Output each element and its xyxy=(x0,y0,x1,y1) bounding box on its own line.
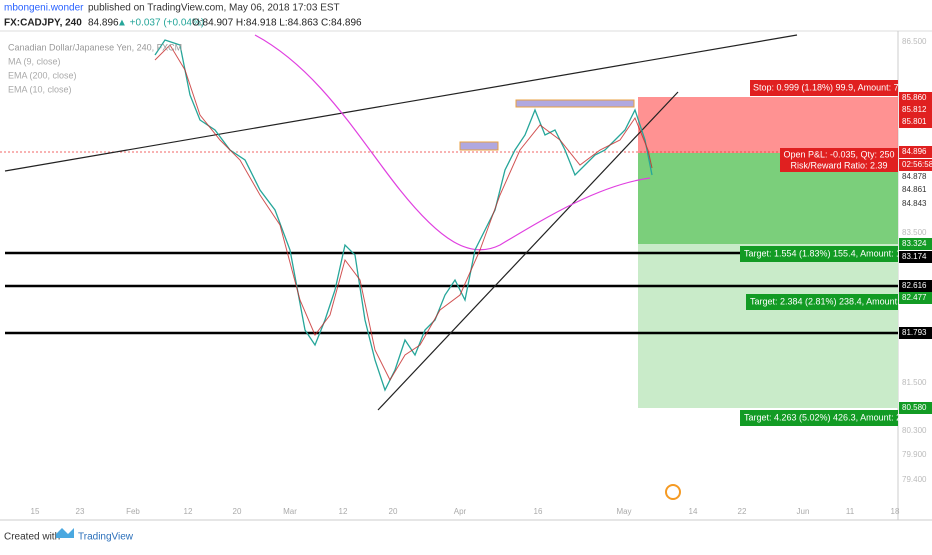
legend-item: Canadian Dollar/Japanese Yen, 240, FXCM xyxy=(8,42,182,52)
time-label: 15 xyxy=(31,507,40,516)
pnl-label-bg xyxy=(780,148,898,172)
time-label: 16 xyxy=(534,507,543,516)
price-label: 83.500 xyxy=(902,228,927,237)
price-label: 84.878 xyxy=(902,172,927,181)
price-label: 02:56:58 xyxy=(902,160,932,169)
published: published on TradingView.com, May 06, 20… xyxy=(88,3,340,14)
price-label-bg xyxy=(899,171,932,183)
time-label: Feb xyxy=(126,507,140,516)
price-label: 79.400 xyxy=(902,475,927,484)
time-label: 12 xyxy=(184,507,193,516)
target-label: Target: 4.263 (5.02%) 426.3, Amount: 2 xyxy=(744,412,901,422)
price-label-bg xyxy=(899,251,932,263)
price-label-bg xyxy=(899,238,932,250)
time-label: Mar xyxy=(283,507,297,516)
price-label: 82.477 xyxy=(902,293,927,302)
target-label: Target: 2.384 (2.81%) 238.4, Amount: 2 xyxy=(750,296,907,306)
legend-item: EMA (10, close) xyxy=(8,84,72,94)
target-label-bg xyxy=(746,294,898,310)
trend-line xyxy=(4,34,798,172)
trend-line xyxy=(377,91,679,411)
price-label-bg xyxy=(899,92,932,104)
symbol: FX:CADJPY, 240 xyxy=(4,18,82,29)
event-icon xyxy=(665,484,681,500)
price-label: 81.793 xyxy=(902,328,927,337)
price-label: 80.300 xyxy=(902,426,927,435)
resistance-box xyxy=(515,99,635,108)
publisher: mbongeni.wonder xyxy=(4,3,84,14)
ma-9 xyxy=(154,44,653,382)
price-label-bg xyxy=(899,146,932,158)
price-label: 84.843 xyxy=(902,199,927,208)
price-label: 81.500 xyxy=(902,378,927,387)
price: 84.896 xyxy=(88,18,119,29)
price-label: 82.616 xyxy=(902,281,927,290)
price-label-bg xyxy=(899,280,932,292)
time-label: Apr xyxy=(454,507,467,516)
footer-brand[interactable]: TradingView xyxy=(78,532,134,543)
price-label: 79.900 xyxy=(902,450,927,459)
stop-label-bg xyxy=(750,80,898,96)
time-label: 14 xyxy=(689,507,698,516)
pnl-label: Open P&L: -0.035, Qty: 250 xyxy=(783,149,894,159)
time-label: 12 xyxy=(339,507,348,516)
time-label: 20 xyxy=(233,507,242,516)
rr-label: Risk/Reward Ratio: 2.39 xyxy=(790,160,887,170)
time-label: 18 xyxy=(891,507,900,516)
ema-200 xyxy=(254,34,651,251)
resistance-box xyxy=(459,141,499,151)
price-label-bg xyxy=(899,198,932,210)
price-label-bg xyxy=(899,292,932,304)
legend-item: MA (9, close) xyxy=(8,56,61,66)
time-label: 23 xyxy=(76,507,85,516)
price-label-bg xyxy=(899,116,932,128)
price-label: 83.174 xyxy=(902,252,927,261)
time-label: 22 xyxy=(738,507,747,516)
price-label-bg xyxy=(899,402,932,414)
target-label-bg xyxy=(740,410,898,426)
legend-item: EMA (200, close) xyxy=(8,70,77,80)
price-label-bg xyxy=(899,327,932,339)
ohlc: O:84.907 H:84.918 L:84.863 C:84.896 xyxy=(192,18,362,29)
logo xyxy=(56,528,74,538)
price-label: 85.812 xyxy=(902,105,927,114)
time-label: 20 xyxy=(389,507,398,516)
price-label-bg xyxy=(899,184,932,196)
price-label: 83.324 xyxy=(902,239,927,248)
target-zone xyxy=(638,244,898,408)
price-label: 84.896 xyxy=(902,147,927,156)
price-label-bg xyxy=(899,104,932,116)
time-label: 11 xyxy=(846,507,855,516)
chart-area: Canadian Dollar/Japanese Yen, 240, FXCM … xyxy=(0,30,932,521)
time-label: Jun xyxy=(797,507,810,516)
target-label: Target: 1.554 (1.83%) 155.4, Amount: 1 xyxy=(744,248,901,258)
price-label: 86.500 xyxy=(902,37,927,46)
target-label-bg xyxy=(740,246,898,262)
price-label: 80.580 xyxy=(902,403,927,412)
footer-created: Created with xyxy=(4,532,60,543)
time-label: May xyxy=(616,507,631,516)
price-label-bg xyxy=(899,159,932,171)
price-label: 85.801 xyxy=(902,117,927,126)
change: ▲ +0.037 (+0.04%) xyxy=(117,18,204,29)
price-label: 84.861 xyxy=(902,185,927,194)
price-label: 85.860 xyxy=(902,93,927,102)
price-path xyxy=(154,39,653,392)
stop-zone xyxy=(638,97,898,153)
position-labels: Stop: 0.999 (1.18%) 99.9, Amount: 75 Ope… xyxy=(740,80,907,426)
stop-label: Stop: 0.999 (1.18%) 99.9, Amount: 75 xyxy=(753,82,904,92)
